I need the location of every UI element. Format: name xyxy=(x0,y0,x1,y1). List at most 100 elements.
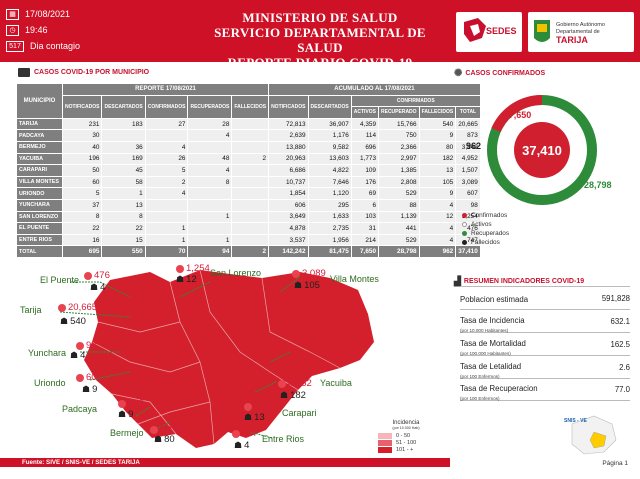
table-cell: 476 xyxy=(455,222,481,235)
virus-icon xyxy=(150,425,158,434)
table-cell: 94 xyxy=(187,245,233,258)
table-cell xyxy=(231,210,270,224)
table-cell: 40 xyxy=(61,140,103,154)
table-cell: 81,475 xyxy=(307,245,352,258)
table-cell: 3,089 xyxy=(455,175,481,189)
indicator-value: 77.0 xyxy=(614,385,630,394)
table-cell: 1,254 xyxy=(455,210,481,224)
table-cell: 4,952 xyxy=(455,152,481,166)
map-deaths-el-puente: ☗ 4 xyxy=(90,282,106,293)
table-cell: 9,582 xyxy=(307,140,352,154)
bar-chart-icon: ▟ xyxy=(454,276,461,286)
table-cell: 1,507 xyxy=(455,164,481,177)
map-region xyxy=(84,270,374,448)
person-icon: ☗ xyxy=(90,282,99,292)
donut-ring-activos xyxy=(491,94,543,133)
table-cell: 550 xyxy=(101,245,146,258)
virus-icon xyxy=(292,269,300,278)
col-header: NOTIFICADOS xyxy=(61,94,103,119)
table-cell: 747 xyxy=(455,233,481,247)
table-row: YUNCHARA 37 13 606 295 6 88 4 98 xyxy=(16,198,481,212)
map-label-uriondo: Uriondo xyxy=(34,378,66,388)
indicator-label-group: Tasa de Incidencia (por 10.000 Habitantes… xyxy=(460,310,525,333)
table-cell: 98 xyxy=(455,198,481,212)
table-cell: 4,359 xyxy=(350,117,380,131)
table-cell: 2,997 xyxy=(378,152,420,166)
table-cell: 295 xyxy=(307,198,352,212)
table-cell: 2,735 xyxy=(307,222,352,235)
person-icon: ☗ xyxy=(280,390,289,400)
table-total-row: TOTAL 695 550 70 94 2 142,242 81,475 7,650 28,798… xyxy=(16,245,481,258)
map-value-el-puente: 476 xyxy=(84,270,110,281)
table-cell: 45 xyxy=(101,164,146,177)
indicator-value: 591,828 xyxy=(601,293,630,303)
page-number: Página 1 xyxy=(602,460,628,467)
calendar-icon: ▦ xyxy=(6,8,19,20)
table-cell: 4 xyxy=(187,129,233,142)
header-info: ▦ 17/08/2021 ◷ 19:46 517 Dia contagio xyxy=(6,6,80,54)
table-cell: 72,813 xyxy=(268,117,309,131)
table-cell: 114 xyxy=(350,129,380,142)
virus-icon: ✺ xyxy=(454,68,463,79)
table-cell: 696 xyxy=(350,140,380,154)
table-cell: 103 xyxy=(350,210,380,224)
legend-subtitle: (por 10.000 Hab) xyxy=(392,426,420,430)
col-header: DESCARTADOS xyxy=(307,94,352,119)
table-cell: 176 xyxy=(350,175,380,189)
table-cell: 105 xyxy=(418,175,457,189)
col-municipio: MUNICIPIO xyxy=(16,83,63,119)
municipio-name: ENTRE RIOS xyxy=(16,233,63,247)
day-number: 517 xyxy=(6,40,24,52)
table-cell: 4 xyxy=(418,222,457,235)
report-title: MINISTERIO DE SALUD SERVICIO DEPARTAMENT… xyxy=(190,10,450,70)
col-header: RECUPERADOS xyxy=(187,94,233,119)
table-cell: 4 xyxy=(418,198,457,212)
map-deaths-bermejo: ☗ 80 xyxy=(154,434,175,445)
table-cell: 28,798 xyxy=(378,245,420,258)
table-cell: 13,603 xyxy=(307,152,352,166)
legend-title: Incidencia xyxy=(392,420,420,426)
legend-row: 0 - 50 xyxy=(378,432,434,439)
confirmed-section-title-text: CASOS CONFIRMADOS xyxy=(465,70,546,77)
table-cell xyxy=(231,233,270,247)
map-value-tarija: 20,665 xyxy=(58,302,97,313)
map-label-yacuiba: Yacuiba xyxy=(320,378,352,388)
map-label-yunchara: Yunchara xyxy=(28,348,67,358)
source-text: Fuente: SIVE / SNIS-VE / SEDES TARIJA xyxy=(0,458,450,467)
incidence-legend: Incidencia (por 10.000 Hab) 0 - 50 51 - … xyxy=(378,420,434,453)
table-cell: 31 xyxy=(350,222,380,235)
table-cell: 169 xyxy=(101,152,146,166)
table-cell: 1,854 xyxy=(268,187,309,200)
indicator-row: Tasa de Incidencia (por 10.000 Habitantes… xyxy=(460,309,630,333)
table-cell: 88 xyxy=(378,198,420,212)
table-cell: 231 xyxy=(61,117,103,131)
table-cell: 13 xyxy=(418,164,457,177)
municipio-name: SAN LORENZO xyxy=(16,210,63,224)
legend-dot xyxy=(462,222,467,227)
indicators-section-title-text: RESUMEN INDICADORES COVID-19 xyxy=(463,278,585,285)
indicator-label: Tasa de Mortalidad xyxy=(460,338,526,348)
map-borders xyxy=(91,269,341,445)
table-cell: 214 xyxy=(350,233,380,247)
table-cell: 7,646 xyxy=(307,175,352,189)
table-cell: 540 xyxy=(418,117,457,131)
table-cell: 4 xyxy=(418,233,457,247)
table-cell: 3,537 xyxy=(268,233,309,247)
map-deaths-uriondo: ☗ 9 xyxy=(82,384,98,395)
table-cell xyxy=(231,175,270,189)
map-label-el-puente: El Puente xyxy=(40,275,80,285)
table-row: VILLA MONTES 60 58 2 8 10,737 7,646 176 2,808 105… xyxy=(16,175,481,189)
table-cell: 80 xyxy=(418,140,457,154)
legend-item: Recuperados xyxy=(462,229,509,238)
table-section-title-text: CASOS COVID-19 POR MUNICIPIO xyxy=(34,69,150,76)
col-header: FALLECIDOS xyxy=(231,94,270,119)
municipio-name: URIONDO xyxy=(16,187,63,200)
table-cell: 2 xyxy=(231,152,270,166)
indicator-value: 162.5 xyxy=(610,339,630,349)
table-cell: 4,822 xyxy=(307,164,352,177)
table-cell: 12 xyxy=(418,210,457,224)
map-deaths-yunchara: ☗ 4 xyxy=(70,350,86,361)
table-cell: 4 xyxy=(144,140,189,154)
municipio-name: YACUIBA xyxy=(16,152,63,166)
table-cell: 20,665 xyxy=(455,117,481,131)
